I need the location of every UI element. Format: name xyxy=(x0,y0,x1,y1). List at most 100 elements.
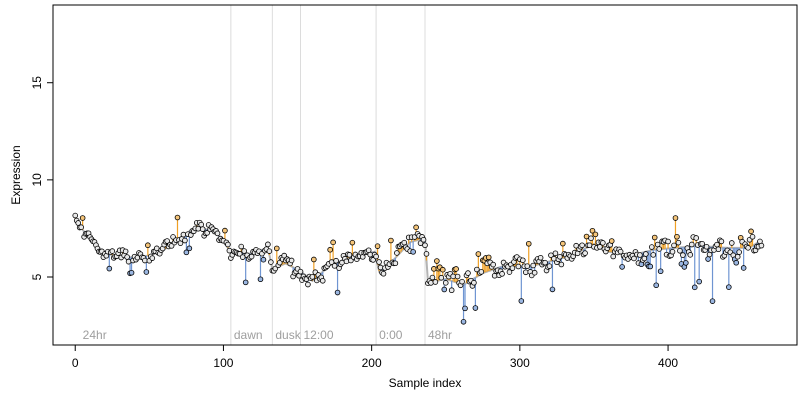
x-tick-label: 100 xyxy=(213,356,233,370)
data-point xyxy=(281,252,288,259)
data-point xyxy=(641,255,648,262)
data-point xyxy=(429,274,436,281)
data-point xyxy=(182,237,188,244)
data-point xyxy=(128,269,135,276)
data-point xyxy=(78,224,84,231)
data-point xyxy=(448,287,455,294)
data-point xyxy=(542,259,548,266)
data-point xyxy=(373,253,379,260)
data-point xyxy=(531,269,538,276)
data-point xyxy=(214,230,221,237)
data-point xyxy=(198,221,205,228)
data-point xyxy=(718,238,725,245)
x-tick-label: 200 xyxy=(362,356,382,370)
data-point xyxy=(242,279,249,286)
data-point xyxy=(346,252,353,258)
data-point xyxy=(669,248,676,255)
data-point xyxy=(672,215,679,221)
data-point xyxy=(552,250,559,257)
data-point xyxy=(266,248,273,254)
y-axis: 5 10 15 xyxy=(30,76,54,280)
data-point xyxy=(186,245,193,252)
data-point xyxy=(248,253,255,260)
data-point xyxy=(343,258,350,265)
data-point xyxy=(330,239,336,246)
y-tick-label: 15 xyxy=(30,76,44,90)
annotation-label: 0:00 xyxy=(379,328,403,342)
data-point xyxy=(297,268,304,275)
data-point xyxy=(522,269,529,276)
data-point xyxy=(688,241,695,248)
data-point xyxy=(537,254,544,261)
data-point xyxy=(705,256,711,262)
data-point xyxy=(499,271,505,277)
x-tick-label: 300 xyxy=(510,356,530,370)
data-point xyxy=(680,252,686,258)
x-tick-label: 0 xyxy=(72,356,79,370)
data-point xyxy=(509,265,516,271)
data-point xyxy=(674,233,680,240)
data-point xyxy=(579,242,585,249)
data-point xyxy=(600,240,606,246)
data-point xyxy=(222,227,228,234)
data-point xyxy=(699,240,705,247)
data-point xyxy=(401,239,408,246)
data-point xyxy=(204,230,210,236)
x-tick-label: 400 xyxy=(658,356,678,370)
data-point xyxy=(749,234,756,240)
data-point xyxy=(331,263,338,269)
data-point xyxy=(696,278,702,285)
data-point xyxy=(683,260,689,266)
data-point xyxy=(530,262,536,269)
data-point xyxy=(643,251,649,257)
data-point xyxy=(691,284,698,291)
data-point xyxy=(434,258,440,264)
data-point xyxy=(557,253,563,260)
data-point xyxy=(380,270,387,277)
data-point xyxy=(454,273,461,280)
data-point xyxy=(438,274,445,281)
data-point xyxy=(420,236,427,243)
data-point xyxy=(432,279,439,285)
data-point xyxy=(736,249,742,255)
data-point xyxy=(125,258,132,265)
data-point xyxy=(394,250,400,256)
data-point xyxy=(726,284,732,290)
data-point xyxy=(388,237,394,244)
data-point xyxy=(459,278,465,285)
data-point xyxy=(693,235,700,241)
data-point xyxy=(546,263,553,269)
data-point xyxy=(465,270,471,276)
data-point xyxy=(653,282,660,289)
data-point xyxy=(392,260,399,267)
data-point xyxy=(453,266,459,272)
data-point xyxy=(515,263,522,270)
data-point xyxy=(650,252,657,258)
data-point xyxy=(370,257,376,263)
data-point xyxy=(582,250,588,256)
y-tick-label: 10 xyxy=(30,173,44,187)
data-point xyxy=(238,243,245,250)
annotation-label: dusk xyxy=(275,328,301,342)
data-point xyxy=(327,246,333,253)
annotations: 24hr dawn dusk 12:00 0:00 48hr xyxy=(83,328,452,342)
data-point xyxy=(525,240,532,247)
data-point xyxy=(106,265,113,272)
data-point xyxy=(257,276,264,283)
data-point xyxy=(518,298,525,304)
data-point xyxy=(276,259,283,266)
data-point xyxy=(124,254,130,260)
annotation-label: dawn xyxy=(234,328,263,342)
data-point xyxy=(647,263,654,270)
data-point xyxy=(265,241,271,248)
data-point xyxy=(560,240,566,247)
y-axis-label: Expression xyxy=(9,145,23,204)
data-point xyxy=(288,257,295,264)
data-point xyxy=(715,246,722,253)
data-point xyxy=(225,241,231,248)
data-point xyxy=(462,305,468,312)
data-point xyxy=(687,252,694,258)
data-point xyxy=(75,220,81,226)
annotation-label: 48hr xyxy=(428,328,452,342)
data-point xyxy=(520,257,526,264)
